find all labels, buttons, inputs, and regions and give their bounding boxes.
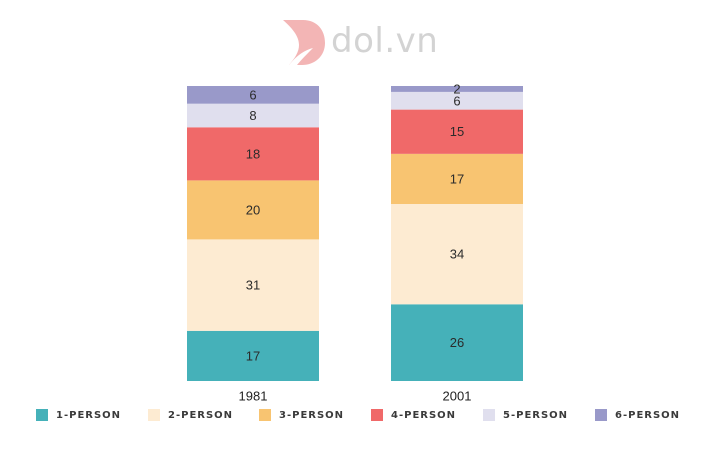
- data-label-2001-4-person: 15: [450, 124, 464, 139]
- legend-item-5-person: 5-PERSON: [483, 406, 568, 424]
- legend-label: 1-PERSON: [56, 409, 122, 421]
- bar-1981-4-person: [187, 127, 319, 181]
- bar-2001-4-person: [391, 109, 523, 154]
- data-label-1981-4-person: 18: [246, 146, 260, 161]
- data-label-2001-6-person: 2: [453, 81, 460, 96]
- data-label-1981-5-person: 8: [249, 108, 256, 123]
- legend-label: 6-PERSON: [615, 409, 681, 421]
- legend-swatch: [148, 409, 160, 421]
- legend-item-2-person: 2-PERSON: [148, 406, 233, 424]
- data-label-1981-1-person: 17: [246, 348, 260, 363]
- bar-1981-1-person: [187, 330, 319, 381]
- bar-2001-2-person: [391, 204, 523, 305]
- legend-item-1-person: 1-PERSON: [36, 406, 121, 424]
- legend-label: 3-PERSON: [279, 409, 345, 421]
- bar-2001-5-person: [391, 91, 523, 110]
- data-label-2001-3-person: 17: [450, 171, 464, 186]
- data-label-1981-2-person: 31: [246, 278, 260, 293]
- logo-text: dol.vn: [331, 21, 439, 61]
- bar-1981-2-person: [187, 239, 319, 331]
- data-label-2001-5-person: 6: [453, 93, 460, 108]
- legend-swatch: [36, 409, 48, 421]
- legend-swatch: [259, 409, 271, 421]
- dol-logo-icon: [283, 20, 325, 65]
- bar-1981-3-person: [187, 180, 319, 240]
- legend-label: 4-PERSON: [391, 409, 457, 421]
- dol-logo: dol.vn: [279, 18, 439, 66]
- x-tick-label-1981: 1981: [239, 389, 268, 404]
- data-label-1981-3-person: 20: [246, 202, 260, 217]
- legend: 1-PERSON 2-PERSON 3-PERSON 4-PERSON 5-PERSON…: [36, 406, 696, 424]
- legend-item-4-person: 4-PERSON: [371, 406, 456, 424]
- legend-item-6-person: 6-PERSON: [595, 406, 680, 424]
- bar-2001-1-person: [391, 304, 523, 381]
- legend-label: 5-PERSON: [503, 409, 569, 421]
- legend-swatch: [595, 409, 607, 421]
- legend-label: 2-PERSON: [168, 409, 234, 421]
- bar-2001-3-person: [391, 153, 523, 204]
- data-label-2001-1-person: 26: [450, 335, 464, 350]
- bar-1981-6-person: [187, 86, 319, 104]
- data-label-1981-6-person: 6: [249, 87, 256, 102]
- x-tick-label-2001: 2001: [443, 389, 472, 404]
- data-label-2001-2-person: 34: [450, 247, 464, 262]
- bar-1981-5-person: [187, 103, 319, 128]
- legend-item-3-person: 3-PERSON: [259, 406, 344, 424]
- legend-swatch: [483, 409, 495, 421]
- bar-2001-6-person: [391, 86, 523, 92]
- legend-swatch: [371, 409, 383, 421]
